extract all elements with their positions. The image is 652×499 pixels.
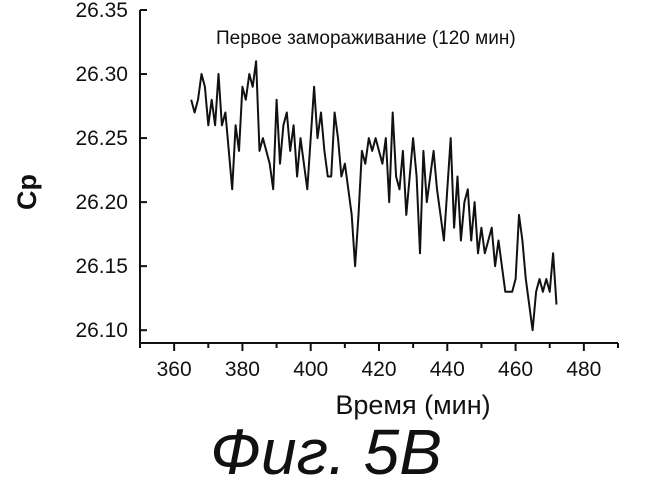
x-axis-title: Время (мин) [335,390,490,420]
chart-annotation: Первое замораживание (120 мин) [216,28,516,49]
x-tick-label: 440 [430,358,465,381]
y-tick-label: 26.35 [75,0,128,22]
series-line [190,60,558,332]
y-tick-label: 26.20 [75,191,128,214]
x-tick-label: 380 [225,358,260,381]
y-tick-label: 26.15 [75,255,128,278]
x-tick-label: 420 [361,358,396,381]
x-axis-ticks: 360 380 400 420 440 460 480 [139,343,619,381]
axes: 26.10 26.15 26.20 26.25 26.30 26.35 360 380 400… [75,0,619,381]
x-tick-label: 480 [566,358,601,381]
y-axis-title: Cp [12,174,42,210]
y-axis-ticks: 26.10 26.15 26.20 26.25 26.30 26.35 [75,0,147,342]
y-tick-label: 26.25 [75,127,128,150]
y-tick-label: 26.30 [75,63,128,86]
x-tick-label: 400 [293,358,328,381]
x-tick-label: 360 [157,358,192,381]
x-tick-label: 460 [498,358,533,381]
plot-area [190,60,558,332]
figure-caption: Фиг. 5B [210,416,442,488]
y-tick-label: 26.10 [75,319,128,342]
